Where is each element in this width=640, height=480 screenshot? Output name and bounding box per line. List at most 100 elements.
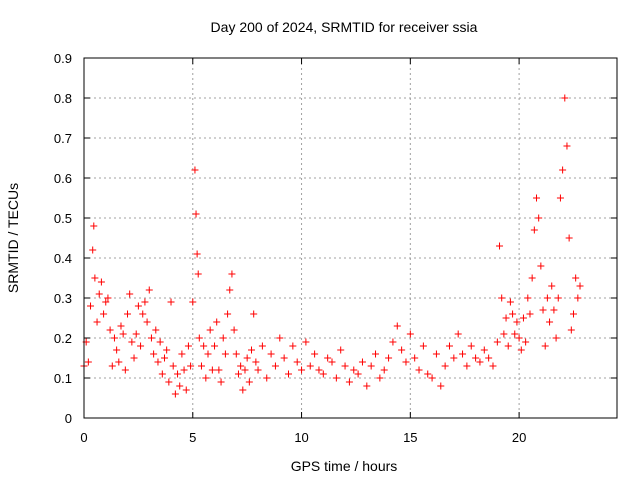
data-point [91, 274, 99, 282]
data-point [90, 222, 98, 230]
y-tick-label: 0.3 [54, 291, 72, 306]
data-point [147, 334, 155, 342]
data-point [117, 322, 125, 330]
data-point [224, 310, 232, 318]
data-point [160, 354, 168, 362]
data-point [189, 298, 197, 306]
data-point [158, 370, 166, 378]
data-point [293, 358, 301, 366]
data-point [113, 346, 121, 354]
data-point [419, 342, 427, 350]
data-point [428, 374, 436, 382]
data-point [476, 358, 484, 366]
x-tick-label: 20 [512, 430, 526, 445]
data-point [415, 366, 423, 374]
data-point [197, 362, 205, 370]
y-tick-label: 0.6 [54, 171, 72, 186]
data-point [180, 366, 188, 374]
data-point [110, 334, 118, 342]
data-point [450, 354, 458, 362]
data-point [354, 370, 362, 378]
data-point [124, 310, 132, 318]
data-point [569, 310, 577, 318]
data-point [243, 354, 251, 362]
data-point [319, 370, 327, 378]
axis-ticks: 0 0.1 0.2 0.3 0.4 0.5 0.6 0.7 0.8 0.9 0 5 10 15 20 [54, 51, 617, 445]
y-tick-label: 0.1 [54, 371, 72, 386]
data-point [393, 322, 401, 330]
data-point [95, 290, 103, 298]
data-point [141, 298, 149, 306]
data-point [215, 366, 223, 374]
data-point [169, 362, 177, 370]
data-points [80, 94, 584, 398]
data-point [108, 362, 116, 370]
data-point [252, 358, 260, 366]
data-point [472, 354, 480, 362]
data-point [306, 362, 314, 370]
data-point [372, 350, 380, 358]
y-tick-label: 0.7 [54, 131, 72, 146]
data-point [132, 330, 140, 338]
data-point [167, 298, 175, 306]
data-point [565, 234, 573, 242]
data-point [139, 310, 147, 318]
data-point [498, 294, 506, 302]
data-point [341, 362, 349, 370]
y-axis-label: SRMTID / TECUs [5, 183, 21, 293]
data-point [563, 142, 571, 150]
data-point [398, 346, 406, 354]
data-point [337, 346, 345, 354]
data-point [493, 338, 501, 346]
data-point [187, 362, 195, 370]
data-point [459, 350, 467, 358]
data-point [530, 226, 538, 234]
data-point [480, 346, 488, 354]
data-point [87, 302, 95, 310]
x-tick-label: 15 [403, 430, 417, 445]
data-point [515, 334, 523, 342]
data-point [143, 318, 151, 326]
data-point [513, 318, 521, 326]
data-point [541, 342, 549, 350]
data-point [328, 358, 336, 366]
data-point [367, 362, 375, 370]
x-tick-label: 0 [80, 430, 87, 445]
data-point [556, 194, 564, 202]
data-point [504, 342, 512, 350]
y-tick-label: 0.5 [54, 211, 72, 226]
grid-lines [84, 58, 617, 418]
data-point [528, 274, 536, 282]
data-point [350, 366, 358, 374]
data-point [332, 374, 340, 382]
data-point [228, 270, 236, 278]
data-point [204, 350, 212, 358]
data-point [163, 346, 171, 354]
data-point [152, 326, 160, 334]
data-point [298, 366, 306, 374]
data-point [432, 350, 440, 358]
data-point [302, 338, 310, 346]
data-point [171, 390, 179, 398]
data-point [174, 370, 182, 378]
y-tick-label: 0.4 [54, 251, 72, 266]
x-tick-label: 10 [294, 430, 308, 445]
data-point [106, 326, 114, 334]
data-point [411, 354, 419, 362]
data-point [463, 362, 471, 370]
data-point [535, 214, 543, 222]
y-tick-label: 0.2 [54, 331, 72, 346]
data-point [145, 286, 153, 294]
data-point [559, 166, 567, 174]
data-point [93, 318, 101, 326]
data-point [345, 378, 353, 386]
x-axis-label: GPS time / hours [291, 458, 398, 474]
data-point [511, 330, 519, 338]
data-point [100, 310, 108, 318]
data-point [385, 354, 393, 362]
data-point [445, 342, 453, 350]
data-point [406, 330, 414, 338]
data-point [130, 354, 138, 362]
data-point [200, 342, 208, 350]
